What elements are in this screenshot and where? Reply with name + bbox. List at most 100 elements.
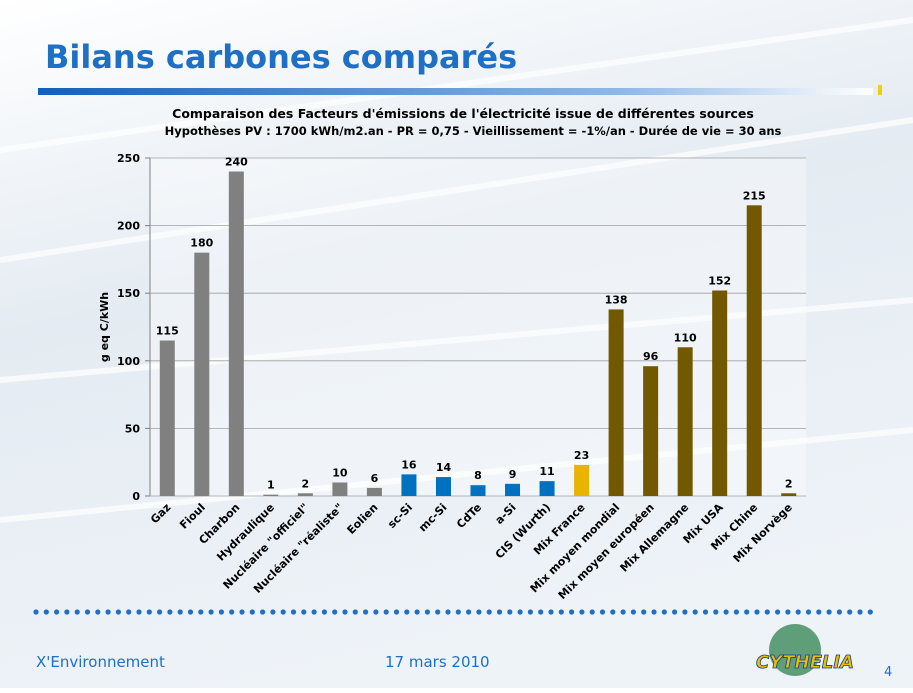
dot — [146, 609, 152, 615]
dot — [208, 609, 214, 615]
bar — [574, 464, 590, 496]
dot — [754, 609, 760, 615]
dot — [775, 609, 781, 615]
dot — [538, 609, 544, 615]
dot — [43, 609, 49, 615]
dot — [661, 609, 667, 615]
page-number: 4 — [884, 665, 892, 680]
bar — [712, 290, 728, 496]
dot — [301, 609, 307, 615]
dot — [486, 609, 492, 615]
dot — [373, 609, 379, 615]
dot — [764, 609, 770, 615]
value-label: 110 — [674, 331, 697, 344]
dot — [836, 609, 843, 615]
slide-title: Bilans carbones comparés — [45, 38, 517, 76]
dot — [569, 609, 575, 615]
dot — [682, 609, 688, 615]
dot — [476, 609, 482, 615]
bar — [332, 482, 348, 496]
logo: CYTHELIA — [756, 652, 854, 673]
dot — [229, 609, 235, 615]
y-tick-label: 200 — [117, 220, 140, 233]
y-axis-label: g eq C/kWh — [98, 292, 111, 362]
dot — [352, 609, 358, 615]
dot — [816, 609, 822, 615]
dot — [641, 609, 647, 615]
bar — [194, 252, 210, 496]
bar — [366, 487, 382, 496]
dot — [558, 609, 564, 615]
dot — [280, 609, 286, 615]
dot — [867, 609, 873, 615]
dot — [620, 609, 626, 615]
bar — [159, 340, 175, 496]
value-label: 152 — [708, 274, 731, 287]
dot — [260, 609, 266, 615]
value-label: 138 — [605, 293, 628, 306]
dot — [455, 609, 461, 615]
dot — [692, 609, 698, 615]
dot — [393, 609, 400, 615]
dot — [311, 609, 317, 615]
dot — [64, 609, 70, 615]
dot — [54, 609, 60, 615]
bar — [677, 347, 693, 496]
value-label: 8 — [474, 469, 482, 482]
dot — [126, 609, 132, 615]
dot — [651, 609, 657, 615]
value-label: 6 — [371, 472, 379, 485]
footer-left: X'Environnement — [36, 653, 165, 671]
dot — [548, 609, 554, 615]
value-label: 16 — [401, 458, 417, 471]
bar — [263, 494, 279, 496]
dot — [332, 609, 338, 615]
dot — [579, 609, 585, 615]
bar — [539, 481, 555, 496]
value-label: 2 — [302, 477, 310, 490]
bar — [781, 493, 797, 496]
bar — [470, 485, 486, 496]
dot — [723, 609, 729, 615]
dot — [672, 609, 678, 615]
dot — [599, 609, 606, 615]
bar — [643, 366, 659, 496]
dot — [466, 609, 472, 615]
dot — [363, 609, 369, 615]
value-label: 11 — [539, 465, 554, 478]
dot — [167, 609, 173, 615]
dot — [630, 609, 637, 615]
dot — [177, 609, 183, 615]
dot — [744, 609, 750, 615]
dot — [290, 609, 297, 615]
dot — [218, 609, 224, 615]
dot — [713, 609, 719, 615]
dot — [496, 609, 503, 615]
chart-subtitle: Hypothèses PV : 1700 kWh/m2.an - PR = 0,… — [165, 124, 782, 138]
accent — [878, 85, 882, 95]
dot — [270, 609, 276, 615]
footer-date: 17 mars 2010 — [385, 653, 490, 671]
dot — [383, 609, 389, 615]
title-underline — [38, 88, 873, 95]
y-tick-label: 250 — [117, 152, 140, 165]
dot — [239, 609, 245, 615]
dot — [795, 609, 801, 615]
value-label: 14 — [436, 461, 452, 474]
dot — [115, 609, 121, 615]
value-label: 115 — [156, 325, 179, 338]
dot — [445, 609, 451, 615]
dot — [404, 609, 410, 615]
y-tick-label: 100 — [117, 355, 140, 368]
dotted-divider — [33, 609, 873, 615]
value-label: 215 — [743, 189, 766, 202]
dot — [847, 609, 853, 615]
dot — [84, 609, 91, 615]
dot — [198, 609, 204, 615]
value-label: 10 — [332, 466, 348, 479]
dot — [157, 609, 163, 615]
bar — [297, 493, 313, 496]
bar — [401, 474, 417, 496]
logo-globe — [769, 624, 821, 676]
bar — [228, 171, 244, 496]
